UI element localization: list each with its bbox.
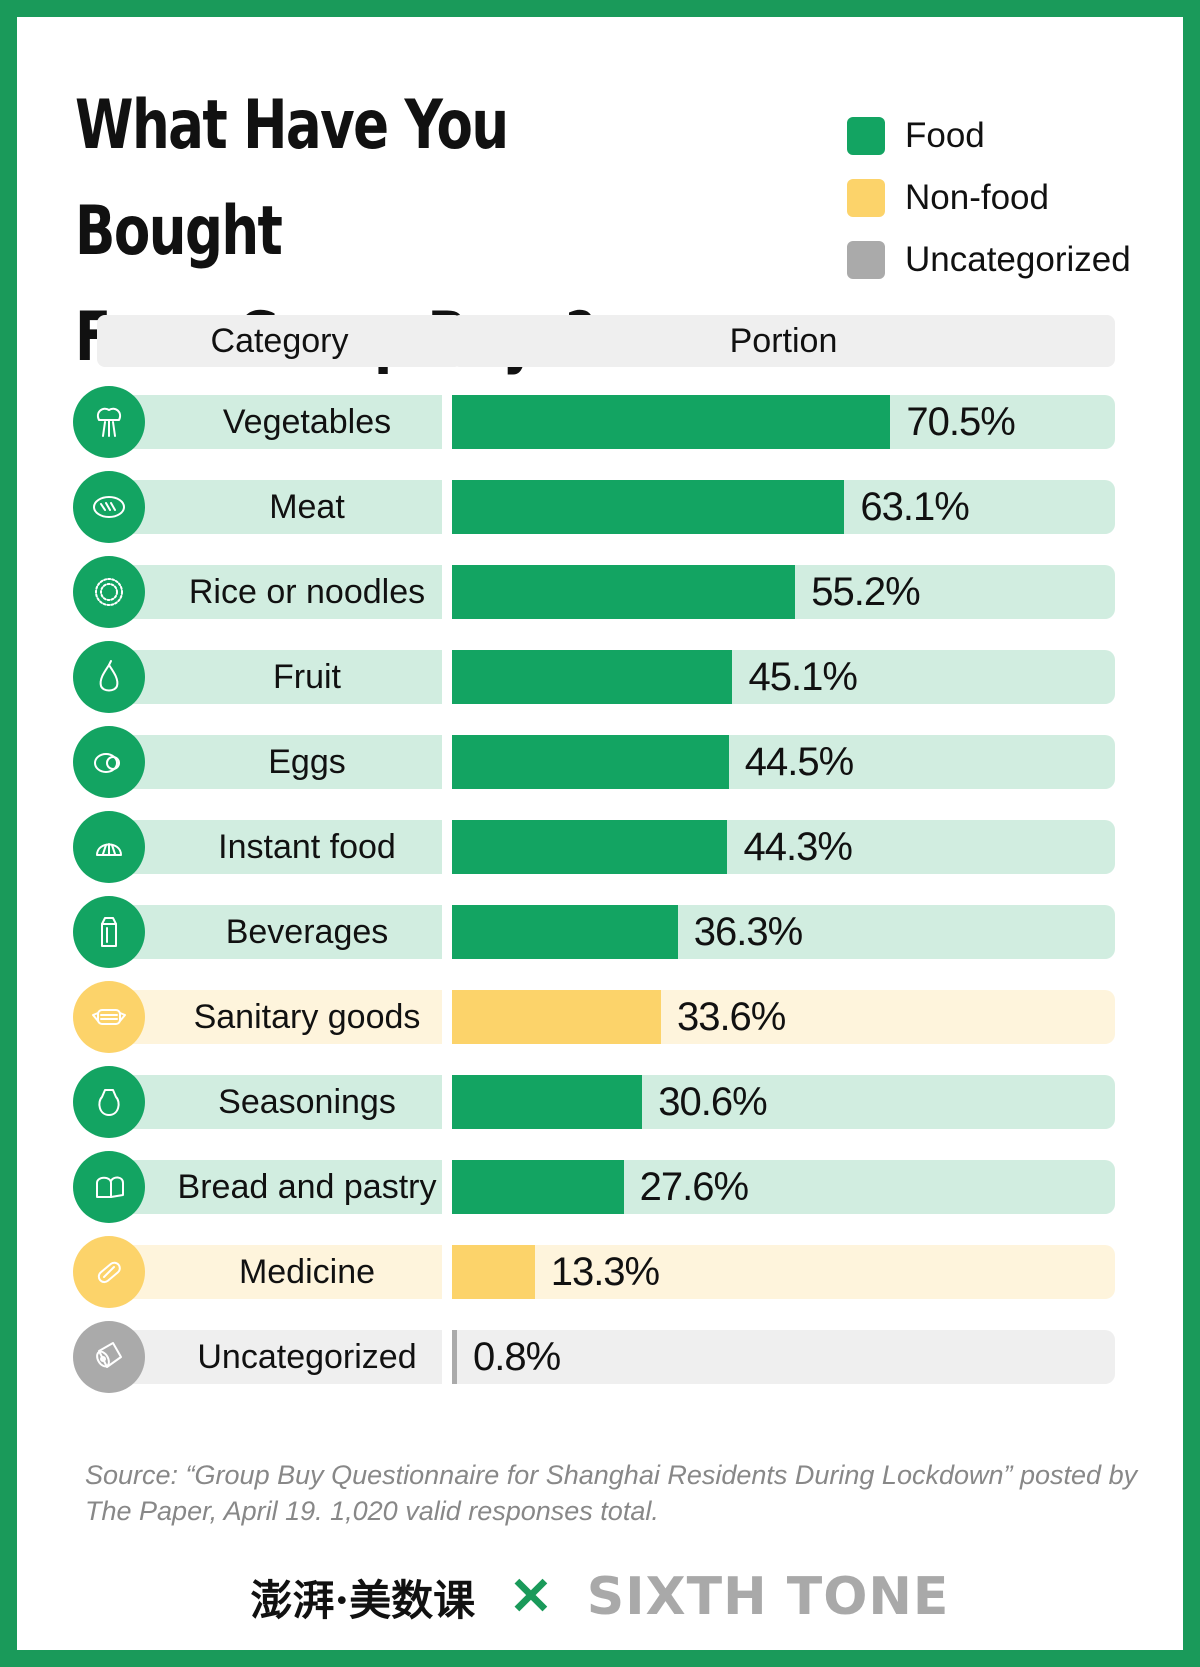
legend-label-nonfood: Non-food [905,178,1049,217]
data-label: 55.2% [811,569,920,614]
bar-row: Meat 63.1% [17,471,1183,543]
legend-item-nonfood: Non-food [847,167,1131,229]
bar-row: Eggs 44.5% [17,726,1183,798]
category-label: Instant food [218,827,396,866]
bar [452,395,891,449]
pear-icon [73,641,145,713]
bar [452,735,729,789]
category-label: Sanitary goods [193,997,421,1036]
bar-row: Uncategorized 0.8% [17,1321,1183,1393]
category-cell-bg [97,565,442,619]
footer-logos: 澎湃·美数课 ✕ SIXTH TONE [17,1557,1183,1637]
bar-row: Vegetables 70.5% [17,386,1183,458]
sixth-tone-logo: SIXTH TONE [586,1567,950,1627]
data-label: 70.5% [906,399,1015,444]
category-label: Seasonings [218,1082,396,1121]
meat-icon [73,471,145,543]
data-label: 33.6% [676,994,786,1039]
bar-row: Bread and pastry 27.6% [17,1151,1183,1223]
milk-carton-icon [73,896,145,968]
bar-track [452,1330,1115,1384]
category-cell-bg [97,1075,442,1129]
bread-icon [73,1151,145,1223]
data-label: 36.3% [693,909,803,954]
category-label: Medicine [238,1252,376,1291]
legend-label-food: Food [905,116,985,155]
category-label: Meat [269,487,345,526]
bar [452,650,733,704]
source-note: Source: “Group Buy Questionnaire for Sha… [85,1460,1138,1526]
bun-icon [73,811,145,883]
data-label: 63.1% [860,484,969,529]
bar [452,1075,643,1129]
category-cell-bg [97,820,442,874]
legend-swatch-uncategorized [847,241,885,279]
data-label: 30.6% [658,1079,767,1124]
category-cell-bg [97,1160,442,1214]
bar-row: Instant food 44.3% [17,811,1183,883]
data-label: 13.3% [550,1249,660,1294]
legend-swatch-food [847,117,885,155]
bar-row: Medicine 13.3% [17,1236,1183,1308]
bar [452,1245,535,1299]
infographic-frame: What Have You Bought From Group Buys? Fo… [17,17,1183,1650]
data-label: 45.1% [748,654,857,699]
legend-item-food: Food [847,105,1131,167]
category-cell-bg [97,650,442,704]
bar [452,905,678,959]
bar-row: Fruit 45.1% [17,641,1183,713]
category-label: Bread and pastry [177,1167,437,1206]
category-cell-bg [97,905,442,959]
bar [452,1160,624,1214]
bar [452,565,796,619]
egg-icon [73,726,145,798]
category-cell-bg [97,395,442,449]
vegetable-icon [73,386,145,458]
header-category: Category [97,315,462,367]
rice-icon [73,556,145,628]
category-cell-bg [97,990,442,1044]
salt-shaker-icon [73,1066,145,1138]
data-label: 27.6% [639,1164,749,1209]
legend-label-uncategorized: Uncategorized [905,240,1131,279]
category-label: Eggs [268,742,346,781]
pill-icon [73,1236,145,1308]
bar-row: Beverages 36.3% [17,896,1183,968]
category-cell-bg [97,1330,442,1384]
legend-swatch-nonfood [847,179,885,217]
bar-row: Rice or noodles 55.2% [17,556,1183,628]
category-label: Fruit [273,657,341,696]
category-label: Uncategorized [197,1337,417,1376]
data-label: 44.5% [744,739,854,784]
mask-icon [73,981,145,1053]
category-cell-bg [97,480,442,534]
data-label: 0.8% [472,1334,561,1379]
toilet-roll-icon [73,1321,145,1393]
category-cell-bg [97,1245,442,1299]
category-label: Vegetables [222,402,392,441]
bar-track [452,1245,1115,1299]
bar-row: Sanitary goods 33.6% [17,981,1183,1053]
bar [452,820,728,874]
bar [452,990,661,1044]
category-label: Beverages [225,912,389,951]
category-label: Rice or noodles [188,572,426,611]
the-paper-logo: 澎湃·美数课 [250,1575,476,1625]
bar [452,480,845,534]
data-label: 44.3% [743,824,852,869]
cross-icon: ✕ [509,1568,553,1626]
category-cell-bg [97,735,442,789]
header-portion: Portion [452,315,1115,367]
legend-item-uncategorized: Uncategorized [847,229,1131,291]
legend: Food Non-food Uncategorized [847,105,1131,291]
bar [452,1330,457,1384]
bar-row: Seasonings 30.6% [17,1066,1183,1138]
